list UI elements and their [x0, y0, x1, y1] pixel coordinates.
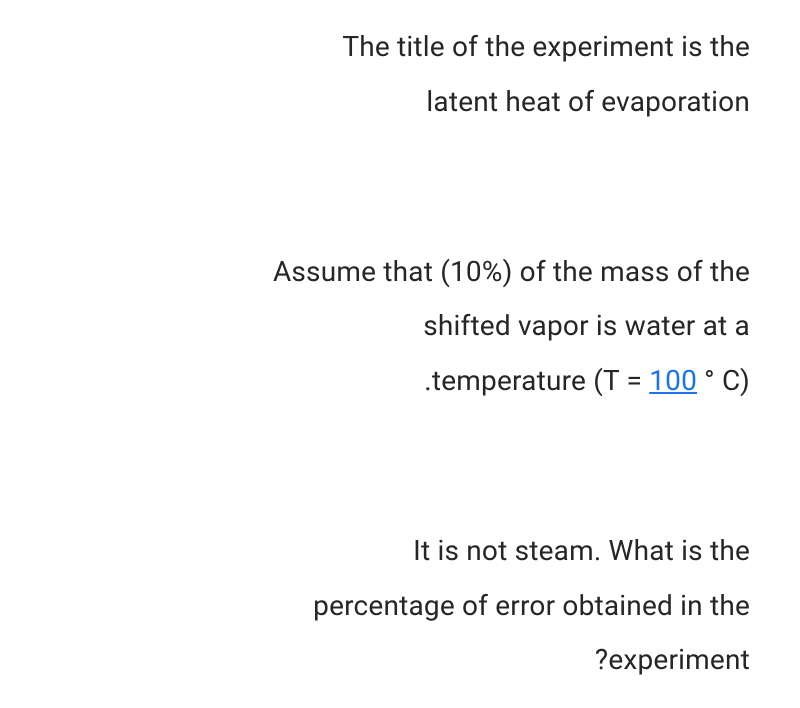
paragraph-question: It is not steam. What is the percentage …	[80, 524, 750, 688]
text-line: It is not steam. What is the	[80, 524, 750, 579]
paragraph-assumption: Assume that (10%) of the mass of the shi…	[80, 245, 750, 409]
paragraph-title: The title of the experiment is the laten…	[80, 20, 750, 129]
text-line: Assume that (10%) of the mass of the	[80, 245, 750, 300]
text-line: .temperature (T = 100 ° C)	[80, 354, 750, 409]
text-span: ° C)	[697, 364, 750, 397]
text-line: latent heat of evaporation	[80, 75, 750, 130]
text-line: percentage of error obtained in the	[80, 579, 750, 634]
text-line: shifted vapor is water at a	[80, 299, 750, 354]
text-line: ?experiment	[80, 633, 750, 688]
temperature-link[interactable]: 100	[649, 364, 697, 397]
text-span: .temperature (T =	[424, 364, 649, 397]
text-line: The title of the experiment is the	[80, 20, 750, 75]
